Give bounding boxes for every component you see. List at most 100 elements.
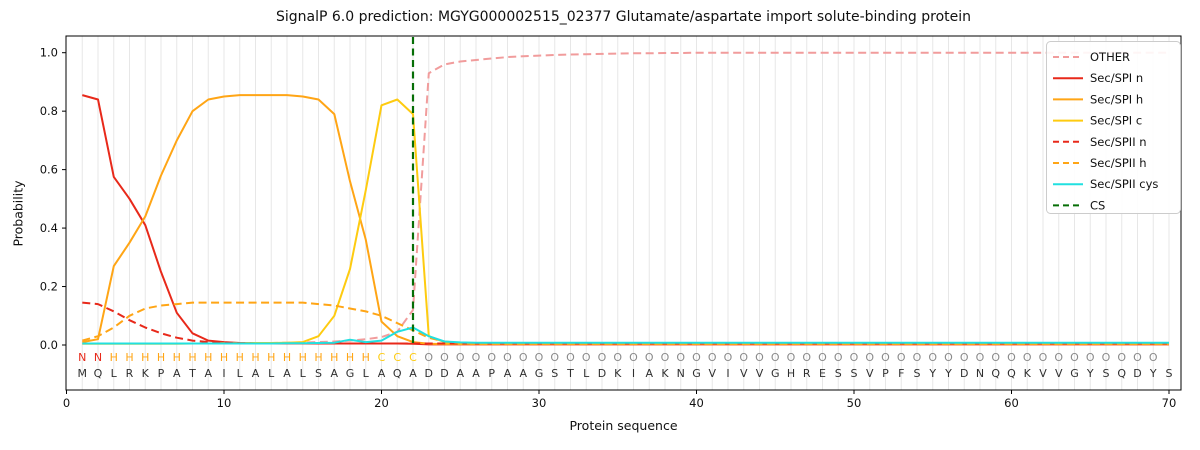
- sequence-letter: V: [1055, 367, 1063, 380]
- region-letter: O: [1054, 351, 1063, 364]
- sequence-letter: S: [1166, 367, 1173, 380]
- sequence-letter: Y: [928, 367, 936, 380]
- region-letter: C: [409, 351, 417, 364]
- region-letter: H: [220, 351, 228, 364]
- region-letter: O: [692, 351, 701, 364]
- x-tick-label: 10: [217, 396, 232, 410]
- sequence-letter: M: [78, 367, 88, 380]
- region-letter: H: [204, 351, 212, 364]
- legend-item-sec-spii-n: Sec/SPII n: [1053, 135, 1147, 149]
- sequence-letter: R: [126, 367, 134, 380]
- legend-item-sec-spi-n: Sec/SPI n: [1053, 71, 1143, 85]
- sequence-letter: G: [771, 367, 780, 380]
- legend-item-sec-spii-h: Sec/SPII h: [1053, 156, 1147, 170]
- sequence-letter: D: [440, 367, 448, 380]
- y-tick-label: 0.2: [40, 280, 58, 294]
- region-letter: H: [283, 351, 291, 364]
- region-letter: O: [1133, 351, 1142, 364]
- sequence-letter: F: [898, 367, 904, 380]
- region-letter: O: [440, 351, 449, 364]
- legend-item-sec-spii-cys: Sec/SPII cys: [1053, 177, 1158, 191]
- sequence-letter: S: [914, 367, 921, 380]
- region-letter: O: [771, 351, 780, 364]
- region-letter: O: [818, 351, 827, 364]
- sequence-letter: N: [677, 367, 685, 380]
- sequence-letter: A: [519, 367, 527, 380]
- sequence-letter: A: [645, 367, 653, 380]
- sequence-letter: D: [1133, 367, 1141, 380]
- sequence-letter: I: [726, 367, 729, 380]
- region-letter: O: [850, 351, 859, 364]
- sequence-letter: S: [1103, 367, 1110, 380]
- region-letter: N: [94, 351, 102, 364]
- sequence-letter: Q: [94, 367, 103, 380]
- sequence-letter: L: [300, 367, 307, 380]
- region-letter: O: [472, 351, 481, 364]
- sequence-letter: Q: [1007, 367, 1016, 380]
- sequence-letter: Y: [944, 367, 952, 380]
- region-letter: O: [598, 351, 607, 364]
- sequence-letter: Q: [991, 367, 1000, 380]
- region-letter: H: [236, 351, 244, 364]
- region-letter: H: [267, 351, 275, 364]
- region-letter: C: [393, 351, 401, 364]
- region-letter: O: [566, 351, 575, 364]
- sequence-letter: A: [252, 367, 260, 380]
- sequence-letter: A: [283, 367, 291, 380]
- y-tick-label: 0.4: [40, 221, 58, 235]
- series-line-sec-spii-cys: [82, 326, 1169, 345]
- legend-box: [1046, 41, 1181, 214]
- region-letter: O: [1102, 351, 1111, 364]
- x-tick-label: 40: [689, 396, 704, 410]
- y-axis: 0.0 0.2 0.4 0.6 0.8 1.0: [40, 46, 66, 352]
- region-letter: H: [299, 351, 307, 364]
- sequence-letter: T: [566, 367, 574, 380]
- sequence-letter: L: [583, 367, 590, 380]
- sequence-letter: K: [661, 367, 669, 380]
- region-letter: O: [960, 351, 969, 364]
- legend-label: Sec/SPII cys: [1090, 177, 1158, 191]
- region-letter: O: [645, 351, 654, 364]
- sequence-letter: P: [488, 367, 495, 380]
- region-letter: O: [661, 351, 670, 364]
- x-tick-label: 30: [532, 396, 547, 410]
- sequence-letter: V: [708, 367, 716, 380]
- region-letter: O: [519, 351, 528, 364]
- x-tick-label: 70: [1162, 396, 1177, 410]
- region-letter: O: [487, 351, 496, 364]
- sequence-letter: P: [158, 367, 165, 380]
- legend-item-cs: CS: [1053, 198, 1105, 212]
- region-letter: O: [802, 351, 811, 364]
- legend: OTHER Sec/SPI n Sec/SPI h Sec/SPI c Sec/SPII…: [1046, 41, 1181, 214]
- sequence-letter: L: [268, 367, 275, 380]
- chart-title: SignalP 6.0 prediction: MGYG000002515_02…: [275, 9, 972, 25]
- region-letter: H: [141, 351, 149, 364]
- sequence-letter: A: [409, 367, 417, 380]
- legend-label: OTHER: [1090, 50, 1130, 64]
- sequence-letter: G: [346, 367, 355, 380]
- x-tick-label: 0: [63, 396, 70, 410]
- region-letter: O: [676, 351, 685, 364]
- region-letter: H: [110, 351, 118, 364]
- region-letter: O: [991, 351, 1000, 364]
- y-tick-label: 0.6: [40, 163, 58, 177]
- legend-label: Sec/SPII h: [1090, 156, 1147, 170]
- sequence-letter: Y: [1149, 367, 1157, 380]
- y-tick-label: 0.8: [40, 104, 58, 118]
- y-tick-label: 0.0: [40, 338, 58, 352]
- sequence-letter: L: [111, 367, 118, 380]
- sequence-letter: R: [803, 367, 811, 380]
- region-letter: O: [787, 351, 796, 364]
- region-letter: N: [78, 351, 86, 364]
- sequence-letter: Q: [1117, 367, 1126, 380]
- region-letter: C: [378, 351, 386, 364]
- sequence-letter: S: [835, 367, 842, 380]
- region-letter: O: [724, 351, 733, 364]
- sequence-letter: A: [504, 367, 512, 380]
- region-letter: H: [346, 351, 354, 364]
- sequence-letter: V: [1039, 367, 1047, 380]
- sequence-letter: V: [756, 367, 764, 380]
